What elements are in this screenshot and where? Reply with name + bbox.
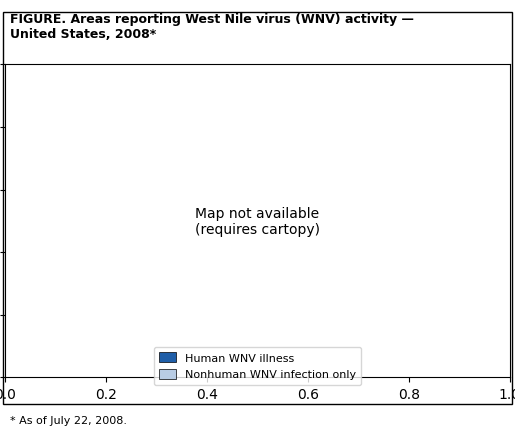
Legend: Human WNV illness, Nonhuman WNV infection only: Human WNV illness, Nonhuman WNV infectio… — [153, 347, 362, 385]
Text: * As of July 22, 2008.: * As of July 22, 2008. — [10, 415, 127, 425]
Text: FIGURE. Areas reporting West Nile virus (WNV) activity —
United States, 2008*: FIGURE. Areas reporting West Nile virus … — [10, 13, 414, 41]
Text: Map not available
(requires cartopy): Map not available (requires cartopy) — [195, 206, 320, 237]
